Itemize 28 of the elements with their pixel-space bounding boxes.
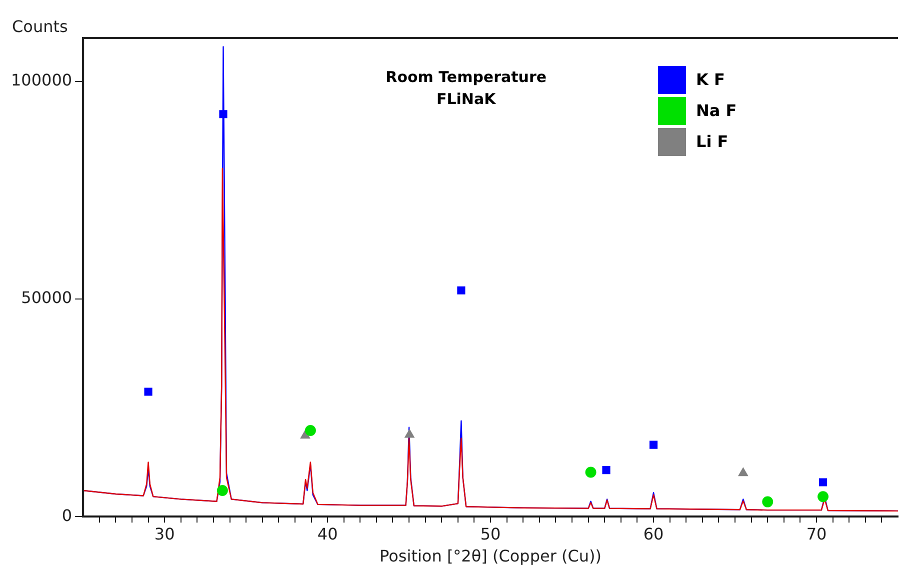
y-tick-label: 0 bbox=[62, 506, 72, 525]
point bbox=[602, 466, 610, 474]
y-tick-label: 100000 bbox=[11, 70, 72, 90]
point bbox=[219, 110, 228, 118]
point bbox=[762, 496, 774, 508]
legend-label: Li F bbox=[696, 132, 728, 152]
legend-label: Na F bbox=[696, 101, 737, 120]
y-tick-label: 50000 bbox=[21, 288, 72, 308]
point bbox=[457, 286, 466, 294]
text: FLiNaK bbox=[436, 90, 498, 108]
point bbox=[585, 466, 596, 478]
point bbox=[649, 440, 658, 449]
point bbox=[404, 429, 414, 438]
x-axis-title: Position [°2θ] (Copper (Cu)) bbox=[380, 546, 602, 566]
point bbox=[738, 468, 748, 476]
legend-label: K F bbox=[696, 70, 725, 90]
point bbox=[818, 478, 828, 486]
point bbox=[216, 484, 228, 496]
x-tick-label: 30 bbox=[154, 524, 175, 544]
point bbox=[304, 424, 316, 436]
point bbox=[144, 388, 152, 396]
x-tick-label: 60 bbox=[643, 524, 664, 544]
x-tick-label: 40 bbox=[317, 524, 338, 544]
x-tick-label: 70 bbox=[806, 524, 827, 544]
text: Room Temperature bbox=[386, 68, 547, 86]
point bbox=[818, 491, 829, 502]
y-axis-title: Counts bbox=[12, 17, 68, 36]
x-tick-label: 50 bbox=[480, 524, 501, 544]
